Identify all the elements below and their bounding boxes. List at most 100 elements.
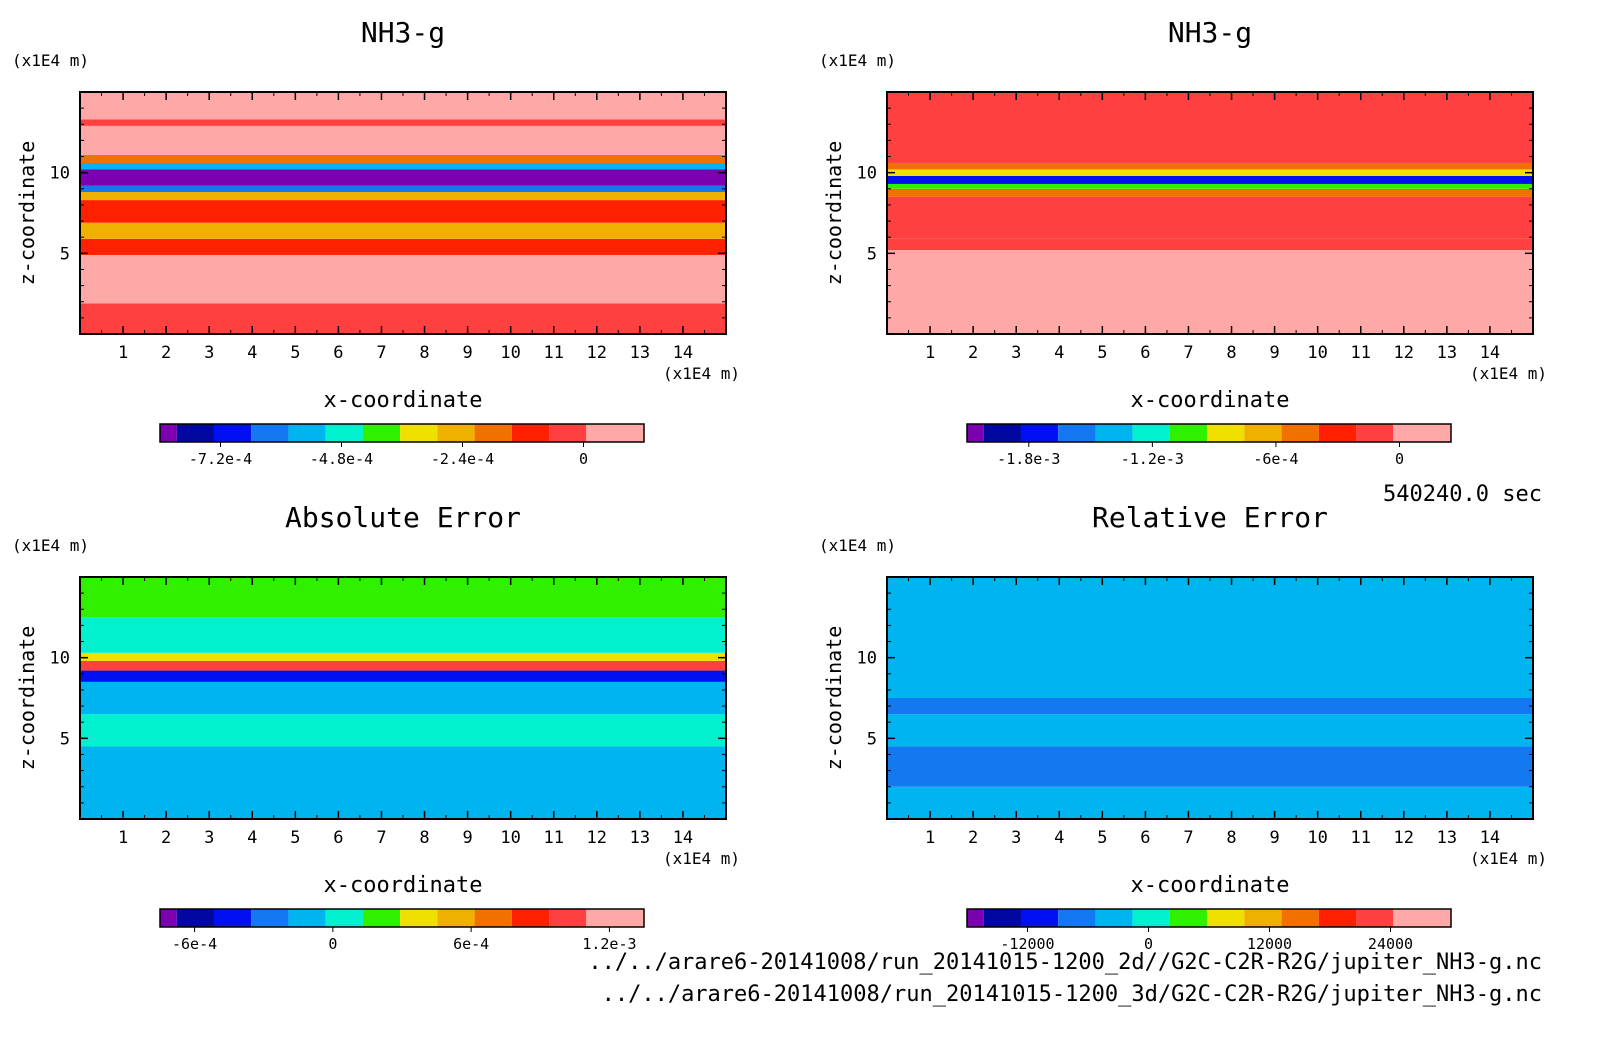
x-axis-label: x-coordinate	[324, 873, 483, 898]
x-tick-label: 3	[204, 828, 214, 848]
contour-band	[80, 303, 726, 334]
x-tick-label: 5	[1097, 828, 1107, 848]
x-tick-label: 3	[1011, 343, 1021, 363]
x-tick-label: 14	[673, 828, 693, 848]
x-tick-label: 13	[1437, 828, 1457, 848]
x-unit-label: (x1E4 m)	[1470, 849, 1547, 868]
colorbar-swatch	[251, 424, 289, 442]
colorbar-swatch	[1020, 909, 1059, 927]
x-tick-label: 1	[118, 828, 128, 848]
x-tick-label: 6	[333, 343, 343, 363]
contour-band	[80, 154, 726, 163]
colorbar-swatch	[549, 424, 587, 442]
contour-band	[887, 196, 1533, 239]
contour-band	[887, 183, 1533, 189]
colorbar-swatch	[213, 424, 252, 442]
colorbar-swatch	[160, 424, 177, 442]
colorbar-tick-label: 0	[579, 450, 588, 468]
y-tick-label: 10	[50, 649, 70, 669]
contour-band	[80, 670, 726, 682]
contour-band	[80, 577, 726, 618]
y-unit-label: (x1E4 m)	[12, 51, 89, 70]
colorbar-swatch	[362, 909, 401, 927]
colorbar-tick-label: 0	[1395, 450, 1404, 468]
x-tick-label: 7	[376, 343, 386, 363]
colorbar-swatch	[1244, 909, 1282, 927]
chart-title: NH3-g	[1168, 16, 1252, 49]
x-tick-label: 2	[968, 828, 978, 848]
contour-band	[887, 92, 1533, 163]
contour-band	[887, 746, 1533, 787]
x-tick-label: 14	[1480, 828, 1500, 848]
x-tick-label: 12	[1394, 828, 1414, 848]
colorbar-swatch	[1169, 424, 1208, 442]
y-unit-label: (x1E4 m)	[12, 536, 89, 555]
x-tick-label: 3	[204, 343, 214, 363]
x-tick-label: 6	[333, 828, 343, 848]
colorbar-swatch	[983, 424, 1021, 442]
contour-band	[887, 786, 1533, 819]
x-tick-label: 11	[1350, 343, 1370, 363]
contour-band	[80, 714, 726, 747]
colorbar-swatch	[400, 909, 438, 927]
y-axis-label: z-coordinate	[822, 141, 846, 286]
colorbar-tick-label: 0	[1144, 935, 1153, 953]
colorbar-swatch	[549, 909, 587, 927]
contour-band	[887, 577, 1533, 698]
x-tick-label: 10	[1307, 828, 1327, 848]
colorbar-frame	[159, 908, 645, 928]
x-tick-label: 12	[1394, 343, 1414, 363]
x-tick-label: 2	[161, 828, 171, 848]
x-tick-label: 11	[1350, 828, 1370, 848]
colorbar-swatch	[586, 909, 644, 927]
x-tick-label: 10	[500, 343, 520, 363]
chart-title: Relative Error	[1092, 501, 1328, 534]
contour-band	[80, 169, 726, 186]
colorbar-tick-label: -6e-4	[172, 935, 217, 953]
colorbar-swatch	[1318, 909, 1357, 927]
colorbar-swatch	[176, 909, 214, 927]
y-tick-label: 10	[50, 164, 70, 184]
colorbar-swatch	[1058, 424, 1096, 442]
colorbar-swatch	[1281, 424, 1319, 442]
x-tick-label: 10	[500, 828, 520, 848]
y-tick-label: 10	[857, 649, 877, 669]
colorbar-tick-label: -2.4e-4	[431, 450, 494, 468]
colorbar-swatch	[288, 909, 326, 927]
colorbar-swatch	[325, 424, 363, 442]
colorbar-swatch	[213, 909, 252, 927]
x-tick-label: 2	[161, 343, 171, 363]
y-axis-label: z-coordinate	[15, 626, 39, 771]
y-tick-label: 5	[867, 244, 877, 264]
y-tick-label: 5	[60, 729, 70, 749]
colorbar-tick-label: 24000	[1368, 935, 1413, 953]
colorbar-swatch	[967, 909, 984, 927]
x-tick-label: 9	[1269, 828, 1279, 848]
x-unit-label: (x1E4 m)	[1470, 364, 1547, 383]
contour-band	[887, 169, 1533, 176]
contour-band	[80, 162, 726, 170]
y-tick-label: 5	[867, 729, 877, 749]
x-unit-label: (x1E4 m)	[663, 849, 740, 868]
contour-band	[80, 746, 726, 819]
x-tick-label: 10	[1307, 343, 1327, 363]
colorbar-swatch	[1318, 424, 1357, 442]
colorbar-swatch	[474, 909, 512, 927]
x-tick-label: 8	[419, 343, 429, 363]
file-path-3d: ../../arare6-20141008/run_20141015-1200_…	[601, 982, 1542, 1007]
x-tick-label: 2	[968, 343, 978, 363]
x-tick-label: 12	[587, 828, 607, 848]
contour-band	[80, 238, 726, 255]
x-tick-label: 1	[925, 343, 935, 363]
colorbar-tick-label: -12000	[1000, 935, 1054, 953]
colorbar-tick-label: 1.2e-3	[582, 935, 636, 953]
y-axis-label: z-coordinate	[15, 141, 39, 286]
contour-band	[80, 681, 726, 715]
x-tick-label: 7	[376, 828, 386, 848]
x-tick-label: 5	[290, 828, 300, 848]
x-axis-label: x-coordinate	[1131, 388, 1290, 413]
